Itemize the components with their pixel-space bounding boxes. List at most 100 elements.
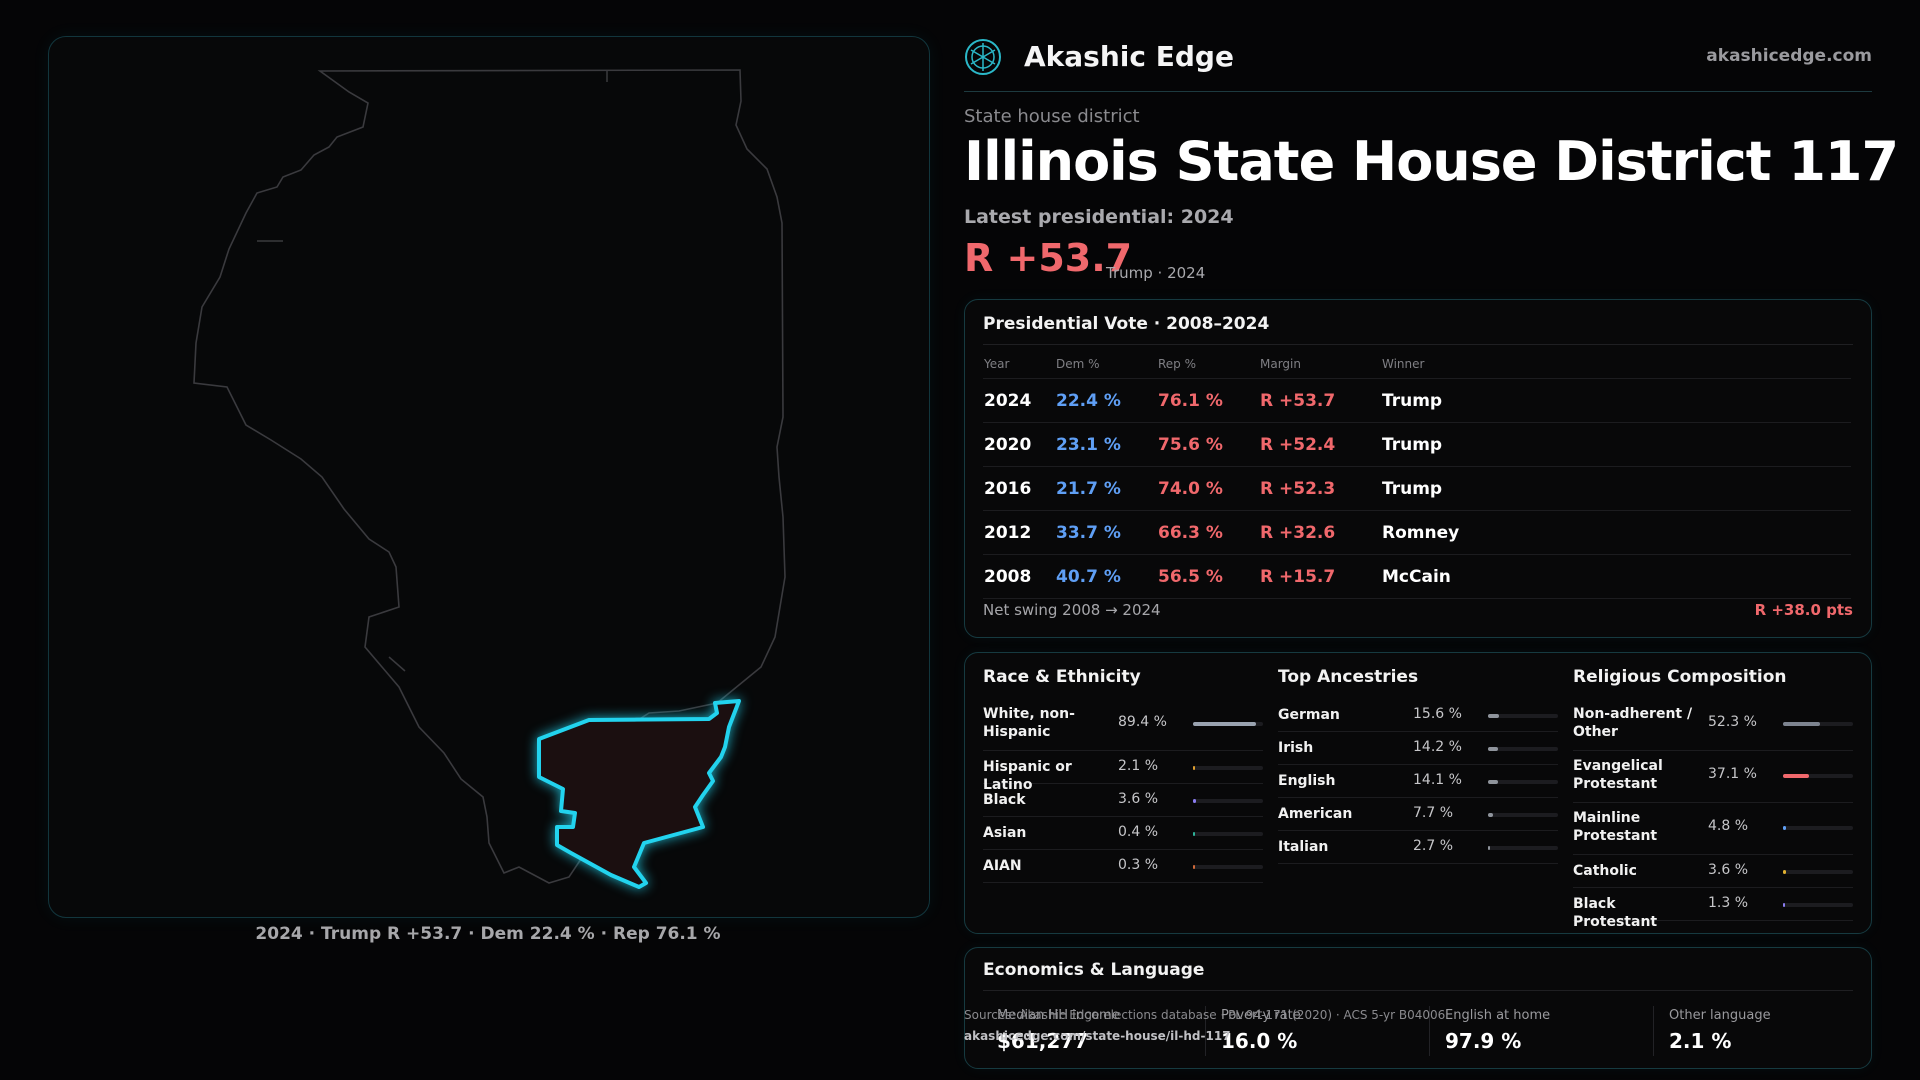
demographic-bar-fill xyxy=(1488,813,1494,817)
akashic-edge-logo-icon[interactable] xyxy=(964,38,1002,76)
demographics-card: Race & Ethnicity White, non-Hispanic 89.4… xyxy=(964,652,1872,934)
page-title: Illinois State House District 117 xyxy=(964,130,1899,193)
demographic-label: White, non-Hispanic xyxy=(983,706,1075,740)
demographic-value: 4.8 % xyxy=(1708,818,1749,834)
demographic-bar-track xyxy=(1193,722,1263,726)
demographic-label: AIAN xyxy=(983,858,1022,874)
demographic-row: Non-adherent / Other 52.3 % xyxy=(1573,699,1853,751)
ancestry-list: German 15.6 % Irish 14.2 % English 14.1 % Amer… xyxy=(1278,699,1558,864)
cell-winner: McCain xyxy=(1381,554,1851,599)
demographic-bar-track xyxy=(1783,903,1853,907)
cell-year: 2012 xyxy=(983,510,1055,555)
cell-margin: R +15.7 xyxy=(1259,554,1381,599)
demographic-bar-fill xyxy=(1783,774,1809,778)
demographic-value: 14.1 % xyxy=(1413,772,1462,788)
demographic-bar-track xyxy=(1783,826,1853,830)
brand-name[interactable]: Akashic Edge xyxy=(1024,40,1234,73)
econ-divider xyxy=(1205,1006,1206,1056)
demographic-value: 1.3 % xyxy=(1708,895,1749,911)
cell-year: 2020 xyxy=(983,422,1055,467)
cell-year: 2008 xyxy=(983,554,1055,599)
demographic-bar-track xyxy=(1783,774,1853,778)
demographic-row: Black Protestant 1.3 % xyxy=(1573,888,1853,930)
source-url-link[interactable]: akashicedge.com/state-house/il-hd-117 xyxy=(964,1029,1231,1043)
demographic-value: 3.6 % xyxy=(1708,862,1749,878)
econ-label: Median HH income xyxy=(997,1008,1120,1023)
demographic-label: Irish xyxy=(1278,740,1314,756)
religion-section: Religious Composition Non-adherent / Oth… xyxy=(1573,667,1853,930)
column-header-dem: Dem % xyxy=(1055,350,1157,379)
demographic-label: English xyxy=(1278,773,1336,789)
demographic-bar-fill xyxy=(1783,826,1787,830)
cell-winner: Trump xyxy=(1381,466,1851,511)
race-ethnicity-title: Race & Ethnicity xyxy=(983,667,1141,687)
demographic-bar-track xyxy=(1783,870,1853,874)
demographic-bar-fill xyxy=(1488,747,1498,751)
source-footer: Sources: Akashic Edge elections database… xyxy=(964,1005,1445,1047)
demographic-bar-fill xyxy=(1783,903,1785,907)
district-type-kicker: State house district xyxy=(964,106,1140,127)
cell-dem: 23.1 % xyxy=(1055,422,1157,467)
econ-label: Poverty rate xyxy=(1221,1008,1301,1023)
demographic-row: White, non-Hispanic 89.4 % xyxy=(983,699,1263,751)
demographic-bar-track xyxy=(1193,832,1263,836)
demographic-row: Asian 0.4 % xyxy=(983,817,1263,850)
cell-rep: 56.5 % xyxy=(1157,554,1259,599)
cell-margin: R +32.6 xyxy=(1259,510,1381,555)
demographic-row: Black 3.6 % xyxy=(983,784,1263,817)
demographic-label: Black Protestant xyxy=(1573,896,1658,930)
demographic-bar-fill xyxy=(1193,766,1195,770)
econ-value: 97.9 % xyxy=(1445,1029,1522,1053)
demographic-bar-track xyxy=(1193,766,1263,770)
ancestry-title: Top Ancestries xyxy=(1278,667,1419,687)
cell-margin: R +53.7 xyxy=(1259,378,1381,423)
table-row: 2020 23.1 % 75.6 % R +52.4 Trump xyxy=(983,422,1851,467)
cell-year: 2016 xyxy=(983,466,1055,511)
demographic-label: German xyxy=(1278,707,1340,723)
latest-margin-subtitle: Trump · 2024 xyxy=(1106,264,1206,282)
cell-dem: 21.7 % xyxy=(1055,466,1157,511)
table-row: 2012 33.7 % 66.3 % R +32.6 Romney xyxy=(983,510,1851,555)
demographic-bar-track xyxy=(1488,813,1558,817)
demographic-bar-fill xyxy=(1488,780,1498,784)
cell-winner: Trump xyxy=(1381,378,1851,423)
presidential-vote-title: Presidential Vote · 2008–2024 xyxy=(983,314,1270,334)
table-header-row: Year Dem % Rep % Margin Winner xyxy=(983,350,1851,379)
cell-dem: 40.7 % xyxy=(1055,554,1157,599)
demographic-label: Italian xyxy=(1278,839,1329,855)
district-117-shape[interactable] xyxy=(537,699,741,889)
demographic-bar-track xyxy=(1193,799,1263,803)
demographic-value: 52.3 % xyxy=(1708,714,1757,730)
column-header-year: Year xyxy=(983,350,1055,379)
demographic-bar-fill xyxy=(1193,722,1256,726)
latest-presidential-label: Latest presidential: 2024 xyxy=(964,206,1234,228)
econ-value: 2.1 % xyxy=(1669,1029,1732,1053)
demographic-bar-track xyxy=(1488,780,1558,784)
brand-bar: Akashic Edge akashicedge.com xyxy=(964,36,1872,76)
header-divider xyxy=(964,91,1872,92)
econ-item-other-language: Other language 2.1 % xyxy=(1669,1008,1771,1053)
table-row: 2024 22.4 % 76.1 % R +53.7 Trump xyxy=(983,378,1851,423)
cell-dem: 33.7 % xyxy=(1055,510,1157,555)
demographic-row: Hispanic or Latino 2.1 % xyxy=(983,751,1263,793)
demographic-value: 7.7 % xyxy=(1413,805,1454,821)
demographic-bar-fill xyxy=(1193,832,1195,836)
card-divider xyxy=(983,344,1853,345)
cell-rep: 74.0 % xyxy=(1157,466,1259,511)
religion-list: Non-adherent / Other 52.3 % Evangelical Pr… xyxy=(1573,699,1853,930)
demographic-label: Black xyxy=(983,792,1026,808)
column-header-margin: Margin xyxy=(1259,350,1381,379)
demographic-value: 0.3 % xyxy=(1118,857,1159,873)
card-divider xyxy=(983,990,1853,991)
net-swing-value: R +38.0 pts xyxy=(1754,601,1853,619)
map-caption: 2024 · Trump R +53.7 · Dem 22.4 % · Rep … xyxy=(255,924,721,944)
table-row: 2008 40.7 % 56.5 % R +15.7 McCain xyxy=(983,554,1851,599)
demographic-bar-track xyxy=(1488,846,1558,850)
brand-url-link[interactable]: akashicedge.com xyxy=(1706,46,1872,66)
demographic-bar-track xyxy=(1488,714,1558,718)
economics-language-title: Economics & Language xyxy=(983,960,1205,980)
race-ethnicity-section: Race & Ethnicity White, non-Hispanic 89.4… xyxy=(983,667,1263,883)
demographic-row: American 7.7 % xyxy=(1278,798,1558,831)
demographic-value: 2.7 % xyxy=(1413,838,1454,854)
demographic-value: 3.6 % xyxy=(1118,791,1159,807)
